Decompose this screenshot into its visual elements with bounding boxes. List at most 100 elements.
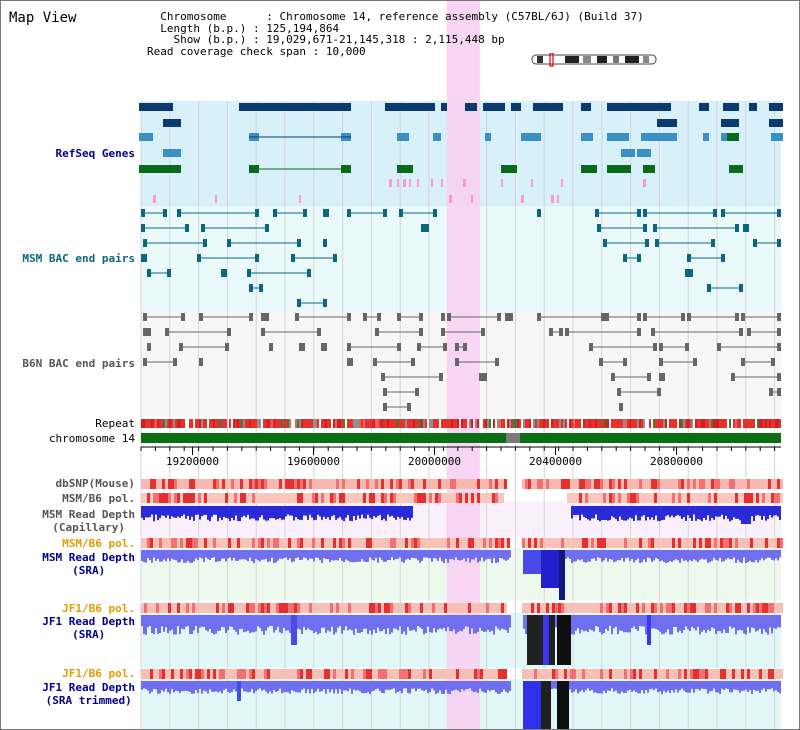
jf1-b6-pol-strip[interactable] (159, 669, 162, 679)
msm-sra-depth[interactable] (393, 550, 395, 561)
msm-capillary-depth[interactable] (685, 506, 687, 521)
jf1-trimmed-depth[interactable] (165, 681, 167, 689)
dbsnp-strip[interactable] (330, 479, 333, 489)
msm-sra-depth[interactable] (765, 550, 767, 559)
repeat-element[interactable] (279, 419, 281, 428)
msm-b6-pol-strip[interactable] (630, 538, 633, 548)
dbsnp-strip[interactable] (750, 479, 753, 489)
jf1-sra-depth[interactable] (629, 615, 631, 633)
jf1-b6-pol-strip[interactable] (273, 603, 276, 613)
msm-b6-pol-strip[interactable] (606, 493, 609, 503)
jf1-trimmed-depth[interactable] (391, 681, 393, 690)
msm-bac-end[interactable] (265, 224, 269, 232)
msm-b6-pol-strip[interactable] (465, 493, 468, 503)
jf1-b6-pol-strip[interactable] (156, 603, 159, 613)
msm-sra-depth[interactable] (741, 550, 743, 564)
msm-b6-pol-strip[interactable] (645, 538, 648, 548)
jf1-b6-pol-strip[interactable] (567, 603, 570, 613)
msm-b6-pol-strip[interactable] (726, 538, 729, 548)
jf1-b6-pol-strip[interactable] (162, 603, 165, 613)
jf1-b6-pol-strip[interactable] (318, 669, 321, 679)
jf1-b6-pol-strip[interactable] (642, 669, 645, 679)
dbsnp-strip[interactable] (495, 479, 498, 489)
msm-sra-depth[interactable] (677, 550, 679, 561)
jf1-sra-depth[interactable] (591, 615, 593, 631)
msm-b6-pol-strip[interactable] (531, 538, 534, 548)
jf1-sra-depth[interactable] (423, 615, 425, 635)
jf1-b6-pol-strip[interactable] (756, 603, 759, 613)
msm-capillary-depth[interactable] (341, 506, 343, 520)
jf1-b6-pol-strip[interactable] (384, 603, 387, 613)
repeat-element[interactable] (683, 419, 685, 428)
msm-capillary-depth[interactable] (277, 506, 279, 519)
msm-b6-pol-strip[interactable] (225, 493, 228, 503)
jf1-sra-depth[interactable] (235, 615, 237, 632)
msm-b6-pol-strip[interactable] (732, 493, 735, 503)
b6n-bac-end[interactable] (383, 388, 387, 396)
jf1-b6-pol-strip[interactable] (675, 669, 678, 679)
jf1-trimmed-depth[interactable] (731, 681, 733, 693)
dbsnp-strip[interactable] (285, 479, 288, 489)
jf1-b6-pol-strip[interactable] (360, 603, 363, 613)
b6n-bac-end[interactable] (143, 358, 147, 366)
msm-sra-depth[interactable] (587, 550, 589, 562)
jf1-b6-pol-strip[interactable] (561, 669, 564, 679)
msm-sra-depth[interactable] (301, 550, 303, 560)
jf1-b6-pol-strip[interactable] (411, 669, 414, 679)
jf1-b6-pol-strip[interactable] (531, 669, 534, 679)
jf1-sra-depth[interactable] (445, 615, 447, 632)
msm-b6-pol-strip[interactable] (576, 493, 579, 503)
msm-b6-pol-strip[interactable] (162, 493, 165, 503)
repeat-element[interactable] (249, 419, 251, 428)
repeat-element[interactable] (143, 419, 145, 428)
msm-b6-pol-strip[interactable] (321, 493, 324, 503)
msm-b6-pol-strip[interactable] (198, 493, 201, 503)
jf1-b6-pol-strip[interactable] (609, 669, 612, 679)
repeat-element[interactable] (215, 419, 217, 428)
repeat-element[interactable] (433, 419, 435, 428)
jf1-b6-pol-strip[interactable] (390, 669, 393, 679)
jf1-trimmed-depth[interactable] (653, 681, 655, 691)
msm-sra-depth[interactable] (467, 550, 469, 558)
jf1-sra-depth[interactable] (689, 615, 691, 632)
repeat-element[interactable] (529, 419, 531, 428)
jf1-trimmed-depth[interactable] (357, 681, 359, 690)
msm-b6-pol-strip[interactable] (426, 538, 429, 548)
jf1-b6-pol-strip[interactable] (777, 669, 780, 679)
msm-b6-pol-strip[interactable] (480, 493, 483, 503)
jf1-trimmed-depth[interactable] (195, 681, 197, 691)
msm-sra-depth[interactable] (477, 550, 479, 563)
msm-sra-depth[interactable] (593, 550, 595, 559)
msm-bac-end[interactable] (141, 209, 145, 217)
jf1-sra-depth[interactable] (343, 615, 345, 631)
repeat-element[interactable] (243, 419, 245, 428)
msm-b6-pol-strip[interactable] (714, 493, 717, 503)
msm-capillary-depth[interactable] (665, 506, 667, 517)
msm-capillary-depth[interactable] (759, 506, 761, 516)
msm-b6-pol-strip[interactable] (714, 538, 717, 548)
msm-b6-pol-strip[interactable] (234, 493, 237, 503)
msm-capillary-depth[interactable] (617, 506, 619, 522)
jf1-sra-depth[interactable] (143, 615, 145, 634)
msm-b6-pol-strip[interactable] (657, 538, 660, 548)
msm-b6-pol-strip[interactable] (441, 493, 444, 503)
dbsnp-strip[interactable] (312, 479, 315, 489)
repeat-element[interactable] (763, 419, 765, 428)
jf1-sra-depth[interactable] (397, 615, 399, 631)
msm-sra-depth[interactable] (253, 550, 255, 564)
msm-capillary-depth[interactable] (357, 506, 359, 516)
msm-bac-end[interactable] (637, 209, 641, 217)
msm-b6-pol-strip[interactable] (327, 538, 330, 548)
jf1-b6-pol-strip[interactable] (291, 669, 294, 679)
jf1-sra-depth[interactable] (273, 615, 275, 633)
jf1-trimmed-depth[interactable] (281, 681, 283, 694)
msm-b6-pol-strip[interactable] (234, 538, 237, 548)
msm-b6-pol-strip[interactable] (291, 493, 294, 503)
jf1-b6-pol-strip[interactable] (429, 669, 432, 679)
repeat-element[interactable] (195, 419, 197, 428)
jf1-trimmed-depth[interactable] (643, 681, 645, 694)
b6n-bac-end[interactable] (637, 328, 641, 336)
msm-capillary-depth[interactable] (641, 506, 643, 517)
dbsnp-strip[interactable] (702, 479, 705, 489)
jf1-sra-depth[interactable] (699, 615, 701, 635)
